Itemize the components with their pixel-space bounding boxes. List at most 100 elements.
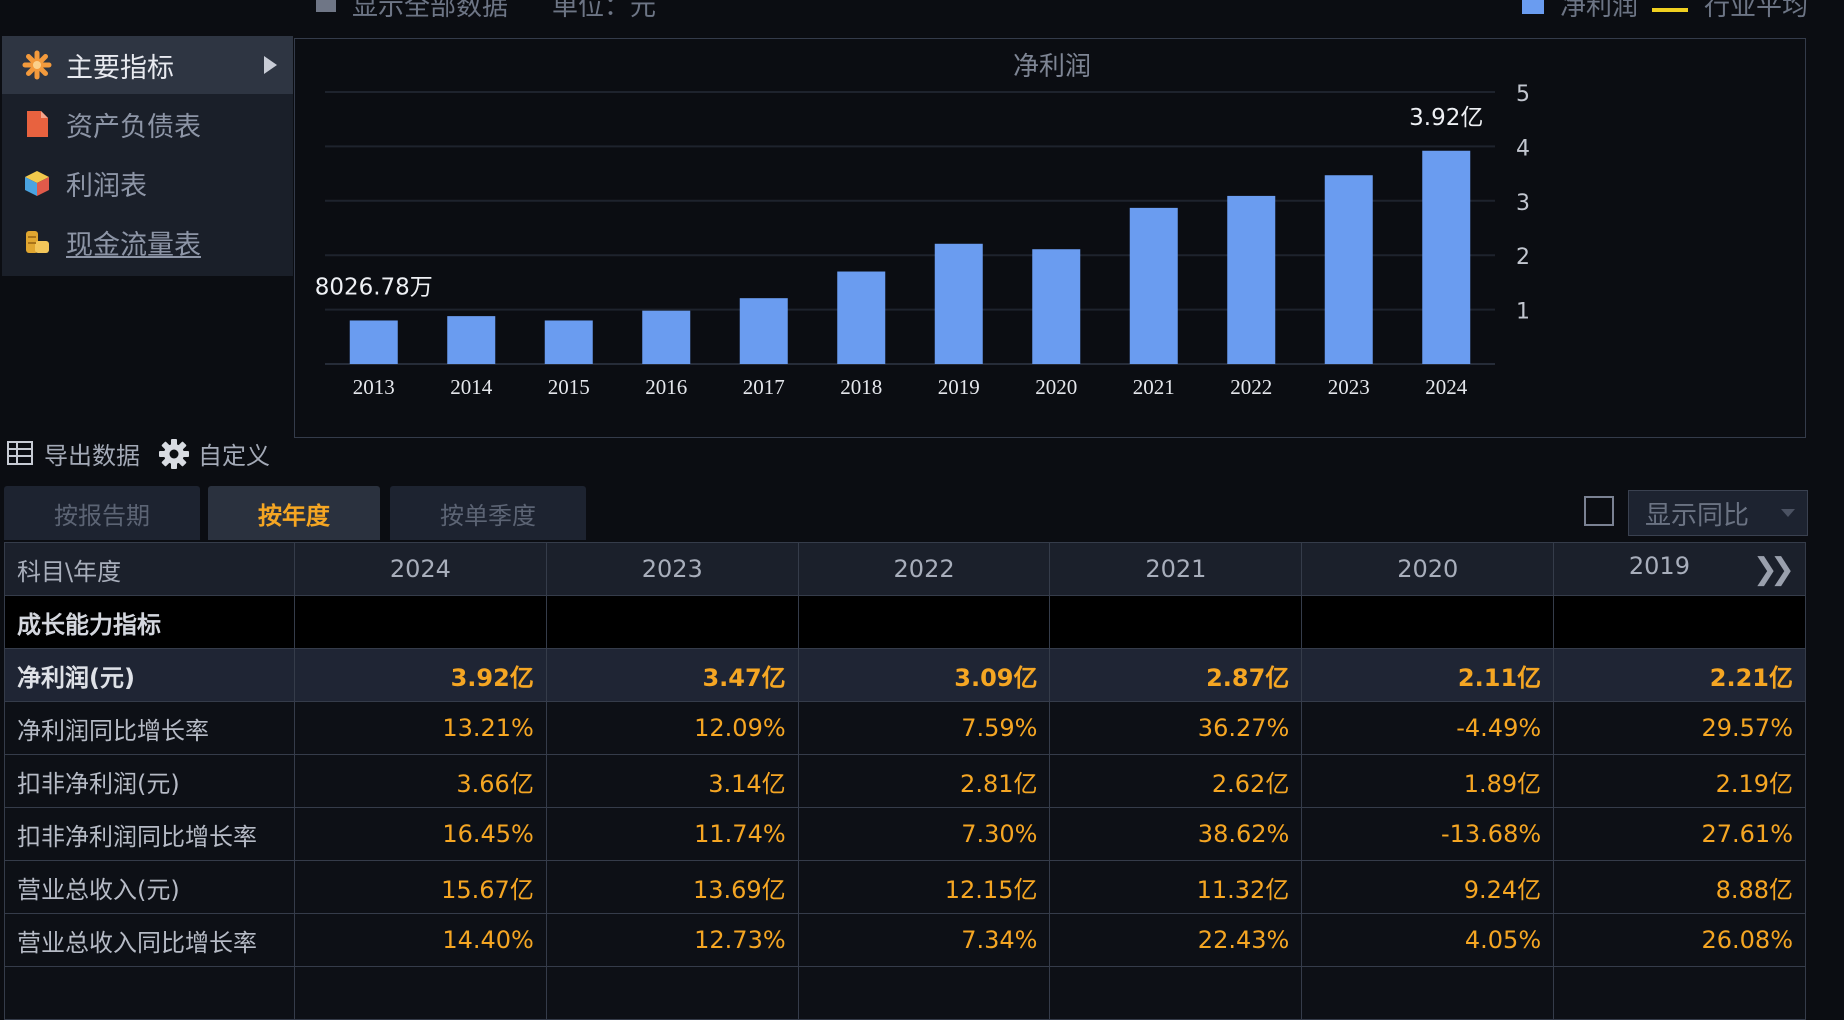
year-header[interactable]: 2021 (1049, 542, 1303, 596)
table-cell: 3.47亿 (545, 648, 799, 702)
row-label: 营业总收入(元) (4, 860, 295, 914)
legend-bar-label: 净利润 (1560, 0, 1639, 20)
chart-bar[interactable] (447, 316, 496, 364)
yoy-select[interactable]: 显示同比 (1628, 490, 1808, 536)
table-row-partial (4, 966, 1806, 1020)
year-header-last[interactable]: 2019 ❯❯ (1553, 542, 1806, 596)
nav-item-balance-sheet[interactable]: 资产负债表 (2, 95, 293, 153)
table-cell: 11.32亿 (1049, 860, 1303, 914)
x-tick-label: 2022 (1230, 375, 1272, 399)
nav-item-main-indicators[interactable]: 主要指标 (2, 36, 293, 94)
chart-title: 净利润 (1013, 52, 1091, 82)
x-tick-label: 2015 (548, 375, 590, 399)
chart-bar[interactable] (1227, 195, 1276, 364)
year-header[interactable]: 2024 (294, 542, 547, 596)
table-cell: 1.89亿 (1301, 754, 1555, 808)
table-cell: 7.59% (797, 701, 1051, 755)
y-tick-label: 4 (1516, 136, 1530, 161)
cube-icon (25, 171, 49, 196)
sidebar-nav: 主要指标 资产负债表 利润表 现金流量表 (2, 36, 293, 276)
table-cell: 12.09% (545, 701, 799, 755)
show-all-data-toggle[interactable]: 显示全部数据 (352, 0, 509, 20)
table-cell (545, 595, 799, 649)
chart-bar[interactable] (934, 243, 983, 364)
data-label: 3.92亿 (1409, 105, 1483, 131)
tab-by-year[interactable]: 按年度 (208, 486, 380, 540)
table-row[interactable]: 营业总收入同比增长率 14.40% 12.73% 7.34% 22.43% 4.… (4, 913, 1806, 967)
asterisk-icon (22, 50, 52, 80)
legend-bar-swatch (1522, 0, 1544, 14)
row-label: 扣非净利润(元) (4, 754, 295, 808)
chart-bar[interactable] (1032, 249, 1081, 364)
year-header[interactable]: 2022 (797, 542, 1051, 596)
table-cell: 2.21亿 (1553, 648, 1806, 702)
table-cell: 26.08% (1553, 913, 1806, 967)
table-cell: 7.34% (797, 913, 1051, 967)
table-cell: 38.62% (1049, 807, 1303, 861)
tab-by-report-period[interactable]: 按报告期 (4, 486, 200, 540)
table-row[interactable]: 扣非净利润同比增长率 16.45% 11.74% 7.30% 38.62% -1… (4, 807, 1806, 861)
chart-bar[interactable] (739, 298, 788, 364)
export-data-label: 导出数据 (44, 442, 140, 470)
table-cell (545, 966, 799, 1020)
spreadsheet-icon (7, 440, 33, 465)
chart-bar[interactable] (837, 271, 886, 364)
y-tick-label: 3 (1516, 191, 1530, 216)
table-cell: 8.88亿 (1553, 860, 1806, 914)
table-cell: 27.61% (1553, 807, 1806, 861)
table-cell (294, 966, 547, 1020)
table-cell (1553, 966, 1806, 1020)
table-cell: 2.87亿 (1049, 648, 1303, 702)
table-cell: 2.11亿 (1301, 648, 1555, 702)
x-tick-label: 2019 (938, 375, 980, 399)
tab-by-quarter[interactable]: 按单季度 (390, 486, 586, 540)
nav-label: 主要指标 (66, 52, 174, 84)
nav-item-income-statement[interactable]: 利润表 (2, 154, 293, 212)
table-row[interactable]: 净利润同比增长率 13.21% 12.09% 7.59% 36.27% -4.4… (4, 701, 1806, 755)
nav-label: 现金流量表 (66, 229, 201, 261)
x-tick-label: 2018 (840, 375, 882, 399)
table-cell (1553, 595, 1806, 649)
table-cell: 2.62亿 (1049, 754, 1303, 808)
table-cell: 12.73% (545, 913, 799, 967)
table-cell (4, 966, 295, 1020)
table-cell (294, 595, 547, 649)
legend-line-swatch (1652, 8, 1688, 12)
table-cell: 13.69亿 (545, 860, 799, 914)
table-row[interactable]: 扣非净利润(元) 3.66亿 3.14亿 2.81亿 2.62亿 1.89亿 2… (4, 754, 1806, 808)
table-cell: 14.40% (294, 913, 547, 967)
nav-item-cash-flow[interactable]: 现金流量表 (2, 213, 293, 271)
chart-bar[interactable] (544, 320, 593, 364)
x-tick-label: 2021 (1133, 375, 1175, 399)
nav-label: 利润表 (66, 170, 147, 202)
corner-header: 科目\年度 (4, 542, 295, 596)
checkbox-icon[interactable] (316, 0, 336, 12)
year-header[interactable]: 2020 (1301, 542, 1555, 596)
row-label: 营业总收入同比增长率 (4, 913, 295, 967)
y-tick-label: 5 (1516, 82, 1530, 107)
table-cell: 2.19亿 (1553, 754, 1806, 808)
chart-bar[interactable] (642, 310, 691, 364)
customize-button[interactable]: 自定义 (158, 436, 270, 471)
section-label: 成长能力指标 (4, 595, 295, 649)
export-data-button[interactable]: 导出数据 (6, 436, 140, 471)
table-row[interactable]: 营业总收入(元) 15.67亿 13.69亿 12.15亿 11.32亿 9.2… (4, 860, 1806, 914)
year-header[interactable]: 2023 (545, 542, 799, 596)
chart-bar[interactable] (1324, 175, 1373, 364)
unit-label: 单位：元 (552, 0, 657, 20)
x-tick-label: 2023 (1328, 375, 1370, 399)
chart-bar[interactable] (349, 320, 398, 364)
chart-bar[interactable] (1422, 150, 1471, 364)
table-cell: 29.57% (1553, 701, 1806, 755)
chart-canvas: 净利润 1 2 3 4 5 2013 2014 2015 2016 2017 2018 2019 202… (315, 52, 1530, 399)
table-cell (797, 966, 1051, 1020)
chart-bar[interactable] (1129, 207, 1178, 364)
yoy-checkbox[interactable] (1584, 496, 1614, 526)
table-cell: 3.14亿 (545, 754, 799, 808)
chevron-right-icon (264, 56, 277, 74)
table-cell: 11.74% (545, 807, 799, 861)
coins-icon (26, 231, 49, 253)
table-row[interactable]: 净利润(元) 3.92亿 3.47亿 3.09亿 2.87亿 2.11亿 2.2… (4, 648, 1806, 702)
gear-icon (159, 438, 189, 469)
double-chevron-right-icon[interactable]: ❯❯ (1752, 551, 1795, 587)
